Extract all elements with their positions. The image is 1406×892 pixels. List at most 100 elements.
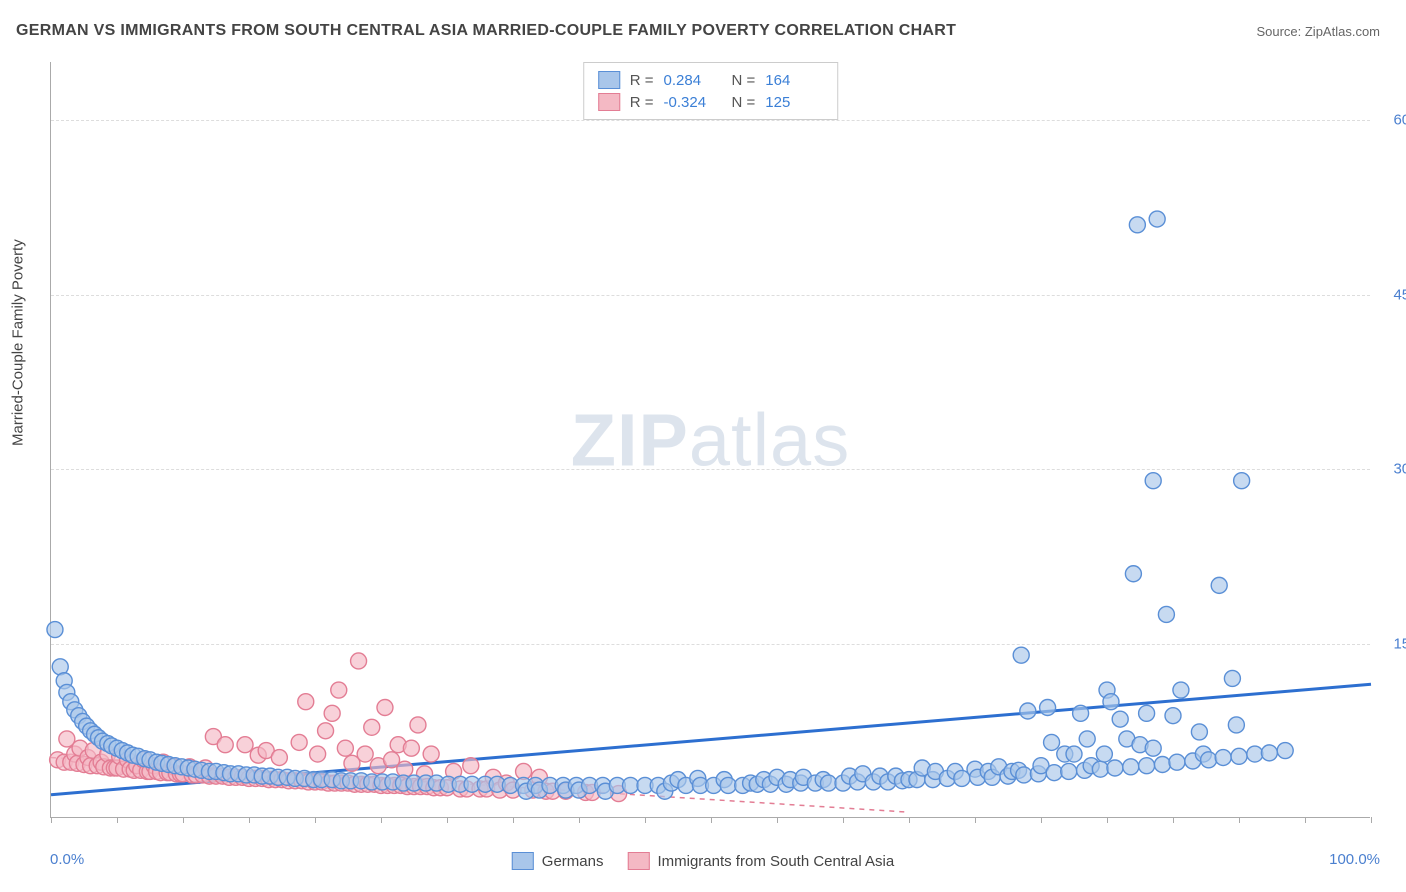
data-point <box>1079 731 1095 747</box>
data-point <box>357 746 373 762</box>
legend-item-germans: Germans <box>512 852 604 870</box>
data-point <box>1013 647 1029 663</box>
data-point <box>237 737 253 753</box>
data-point <box>1191 724 1207 740</box>
data-point <box>1247 746 1263 762</box>
x-tick <box>1239 817 1240 823</box>
x-tick <box>183 817 184 823</box>
legend-label-germans: Germans <box>542 853 604 870</box>
data-point <box>1092 761 1108 777</box>
data-point <box>1096 746 1112 762</box>
data-point <box>1224 670 1240 686</box>
data-point <box>291 734 307 750</box>
data-point <box>1107 760 1123 776</box>
data-point <box>1125 566 1141 582</box>
swatch-blue <box>512 852 534 870</box>
data-point <box>1211 577 1227 593</box>
data-point <box>364 719 380 735</box>
x-tick <box>1173 817 1174 823</box>
y-tick-label: 45.0% <box>1393 286 1406 303</box>
data-point <box>1112 711 1128 727</box>
data-point <box>1145 740 1161 756</box>
x-tick <box>117 817 118 823</box>
data-point <box>1129 217 1145 233</box>
data-point <box>1215 750 1231 766</box>
data-point <box>1066 746 1082 762</box>
x-tick <box>711 817 712 823</box>
data-point <box>1139 758 1155 774</box>
x-axis-min-label: 0.0% <box>50 851 84 868</box>
data-point <box>1046 765 1062 781</box>
data-point <box>1103 694 1119 710</box>
x-tick <box>909 817 910 823</box>
data-point <box>1234 473 1250 489</box>
x-tick <box>513 817 514 823</box>
data-point <box>1231 748 1247 764</box>
data-point <box>463 758 479 774</box>
x-tick <box>579 817 580 823</box>
data-point <box>377 700 393 716</box>
data-point <box>1201 752 1217 768</box>
data-point <box>1145 473 1161 489</box>
swatch-pink <box>627 852 649 870</box>
data-point <box>1165 708 1181 724</box>
x-tick <box>51 817 52 823</box>
data-point <box>1149 211 1165 227</box>
x-tick <box>1305 817 1306 823</box>
source-attribution: Source: ZipAtlas.com <box>1256 24 1380 39</box>
data-point <box>410 717 426 733</box>
data-point <box>1173 682 1189 698</box>
data-point <box>720 777 736 793</box>
x-tick <box>777 817 778 823</box>
data-point <box>337 740 353 756</box>
x-tick <box>249 817 250 823</box>
y-tick-label: 60.0% <box>1393 112 1406 129</box>
data-point <box>1044 734 1060 750</box>
data-point <box>1073 705 1089 721</box>
data-point <box>47 622 63 638</box>
data-point <box>351 653 367 669</box>
data-point <box>1277 743 1293 759</box>
data-point <box>1169 754 1185 770</box>
data-point <box>298 694 314 710</box>
data-point <box>622 777 638 793</box>
data-point <box>331 682 347 698</box>
chart-container: GERMAN VS IMMIGRANTS FROM SOUTH CENTRAL … <box>0 0 1406 892</box>
data-point <box>1139 705 1155 721</box>
data-point <box>1016 767 1032 783</box>
x-axis-max-label: 100.0% <box>1329 851 1380 868</box>
x-tick <box>381 817 382 823</box>
data-point <box>217 737 233 753</box>
chart-title: GERMAN VS IMMIGRANTS FROM SOUTH CENTRAL … <box>16 22 956 40</box>
x-tick <box>843 817 844 823</box>
x-tick <box>315 817 316 823</box>
data-point <box>403 740 419 756</box>
data-point <box>1020 703 1036 719</box>
scatter-plot <box>51 62 1370 817</box>
data-point <box>1154 756 1170 772</box>
data-point <box>423 746 439 762</box>
x-tick <box>975 817 976 823</box>
y-tick-label: 30.0% <box>1393 461 1406 478</box>
x-tick <box>1371 817 1372 823</box>
data-point <box>1123 759 1139 775</box>
x-tick <box>447 817 448 823</box>
data-point <box>324 705 340 721</box>
x-tick <box>645 817 646 823</box>
legend-label-immigrants: Immigrants from South Central Asia <box>657 853 894 870</box>
data-point <box>1040 700 1056 716</box>
plot-area: ZIPatlas 15.0%30.0%45.0%60.0% R = 0.284 … <box>50 62 1370 818</box>
data-point <box>1158 606 1174 622</box>
data-point <box>271 750 287 766</box>
x-tick <box>1041 817 1042 823</box>
data-point <box>318 723 334 739</box>
data-point <box>1261 745 1277 761</box>
x-tick <box>1107 817 1108 823</box>
y-tick-label: 15.0% <box>1393 635 1406 652</box>
data-point <box>310 746 326 762</box>
data-point <box>1061 763 1077 779</box>
bottom-legend: Germans Immigrants from South Central As… <box>512 852 894 870</box>
legend-item-immigrants: Immigrants from South Central Asia <box>627 852 894 870</box>
data-point <box>820 775 836 791</box>
y-axis-title: Married-Couple Family Poverty <box>10 239 27 446</box>
